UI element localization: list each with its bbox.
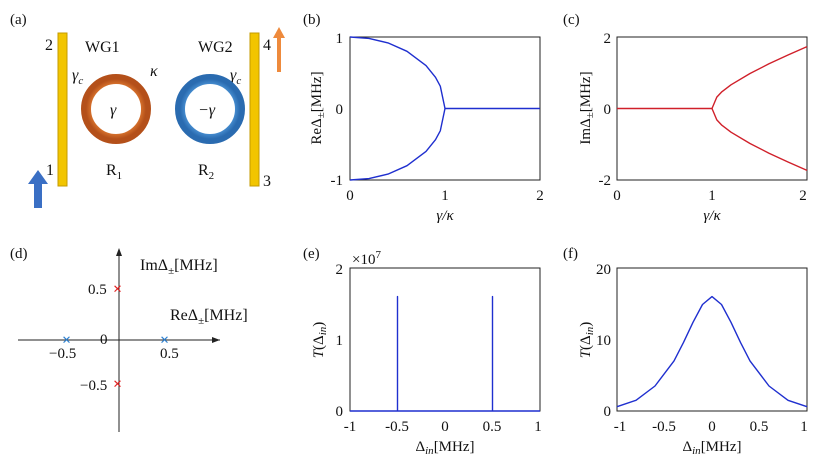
- b-ytick-1: 1: [336, 31, 344, 47]
- c-xtick-2: 2: [799, 188, 807, 204]
- b-series-line-1: [349, 108, 446, 181]
- r2-label: R2: [198, 162, 214, 182]
- e-ytick-0: 0: [336, 404, 344, 420]
- ring-r1-gain: [81, 74, 151, 144]
- d-tick-y-neg: −0.5: [80, 378, 107, 394]
- e-xtick-neg1: -1: [344, 419, 357, 435]
- f-xtick-0: 0: [708, 419, 716, 435]
- c-xtick-0: 0: [613, 188, 621, 204]
- waveguide-left: [57, 32, 68, 187]
- f-ytick-10: 10: [596, 333, 611, 349]
- e-exponent: ×107: [352, 249, 381, 268]
- gamma-c-left-label: γc: [72, 67, 83, 87]
- d-im-axis-label: ImΔ±[MHz]: [140, 257, 218, 277]
- b-ytick-neg1: -1: [331, 173, 344, 189]
- f-xtick-neg1: -1: [614, 419, 627, 435]
- panel-d: (d) ImΔ±[MHz] ReΔ±[MHz] −0.5 0 0.5 0.5 −…: [10, 246, 248, 432]
- b-plot-area: [349, 36, 540, 181]
- panel-e: (e) ×107 2 1 0 -1 -0.5 0 0.5 1 Δin[MHz] …: [303, 246, 542, 457]
- b-xtick-1: 1: [441, 188, 449, 204]
- panel-d-label: (d): [10, 246, 28, 262]
- port-3-label: 3: [263, 173, 271, 190]
- panel-f-label: (f): [563, 246, 578, 262]
- c-ytick-neg2: -2: [599, 173, 612, 189]
- e-xtick-neg05: -0.5: [385, 419, 409, 435]
- d-tick-y-pos: 0.5: [88, 282, 107, 298]
- e-xtick-1: 1: [534, 419, 542, 435]
- b-xtick-2: 2: [536, 188, 544, 204]
- panel-f: (f) 20 10 0 -1 -0.5 0 0.5 1 Δin[MHz] T(Δ…: [563, 246, 808, 457]
- f-ytick-20: 20: [596, 262, 611, 278]
- d-tick-x-neg: −0.5: [49, 346, 76, 362]
- b-ytick-0: 0: [336, 102, 344, 118]
- wg1-label: WG1: [85, 39, 120, 56]
- f-ylabel: T(Δin): [578, 322, 596, 359]
- panel-b-label: (b): [303, 12, 321, 28]
- r1-label: R1: [106, 162, 122, 182]
- input-arrow-icon: [28, 170, 48, 208]
- kappa-label: κ: [150, 63, 158, 80]
- d-tick-x-pos: 0.5: [160, 346, 179, 362]
- panel-c-label: (c): [563, 12, 580, 28]
- c-xtick-1: 1: [708, 188, 716, 204]
- panel-c: (c) 2 0 -2 0 1 2 γ/κ ImΔ±[MHz]: [563, 12, 808, 224]
- b-xtick-0: 0: [346, 188, 354, 204]
- waveguide-right: [249, 32, 260, 187]
- d-re-mark-pos: ×: [160, 332, 169, 349]
- b-xlabel: γ/κ: [436, 208, 454, 224]
- c-xlabel: γ/κ: [703, 208, 721, 224]
- f-series-line-0: [616, 295, 808, 408]
- f-ytick-0: 0: [604, 404, 612, 420]
- f-axes-box: [616, 267, 808, 412]
- f-xlabel: Δin[MHz]: [682, 439, 741, 457]
- port-2-label: 2: [45, 37, 53, 54]
- d-im-mark-neg: ×: [113, 376, 122, 393]
- c-ytick-2: 2: [604, 31, 612, 47]
- e-axes-box: [349, 267, 541, 412]
- c-series-line-2: [711, 108, 808, 172]
- d-im-mark-pos: ×: [113, 281, 122, 298]
- f-xtick-neg05: -0.5: [652, 419, 676, 435]
- c-plot-area: [617, 45, 808, 172]
- d-imag-axis-arrowhead: [116, 248, 122, 256]
- panel-a-label: (a): [10, 12, 27, 28]
- e-ytick-2: 2: [336, 262, 344, 278]
- panel-e-label: (e): [303, 246, 320, 262]
- e-ytick-1: 1: [336, 333, 344, 349]
- c-ytick-0: 0: [604, 102, 612, 118]
- panel-a: (a) 2 1 4 3 WG1 WG2 κ γc γc γ −γ R1 R2: [10, 12, 285, 208]
- ring-r1-gamma: γ: [110, 102, 117, 119]
- f-xtick-05: 0.5: [750, 419, 769, 435]
- e-xlabel: Δin[MHz]: [415, 439, 474, 457]
- port-4-label: 4: [263, 37, 271, 54]
- e-plot-area: [350, 295, 540, 412]
- e-xtick-05: 0.5: [483, 419, 502, 435]
- e-series-line-0: [350, 295, 540, 412]
- c-ylabel: ImΔ±[MHz]: [578, 71, 596, 144]
- d-real-axis-arrowhead: [212, 337, 220, 343]
- e-ylabel: T(Δin): [311, 322, 329, 359]
- d-re-mark-neg: ×: [62, 332, 71, 349]
- c-series-line-1: [711, 45, 808, 109]
- wg2-label: WG2: [198, 39, 233, 56]
- b-series-line-0: [349, 36, 446, 109]
- ring-r2-minus-gamma: −γ: [198, 102, 216, 119]
- f-plot-area: [616, 295, 808, 408]
- f-xtick-1: 1: [800, 419, 808, 435]
- ring-r2-loss: [175, 74, 245, 144]
- port-1-label: 1: [46, 162, 54, 179]
- d-re-axis-label: ReΔ±[MHz]: [170, 307, 248, 327]
- gamma-c-right-label: γc: [230, 67, 241, 87]
- e-xtick-0: 0: [441, 419, 449, 435]
- output-arrow-icon: [273, 27, 285, 72]
- panel-b: (b) 1 0 -1 0 1 2 γ/κ ReΔ±[MHz]: [303, 12, 544, 224]
- d-tick-origin: 0: [100, 332, 108, 348]
- b-ylabel: ReΔ±[MHz]: [309, 71, 327, 144]
